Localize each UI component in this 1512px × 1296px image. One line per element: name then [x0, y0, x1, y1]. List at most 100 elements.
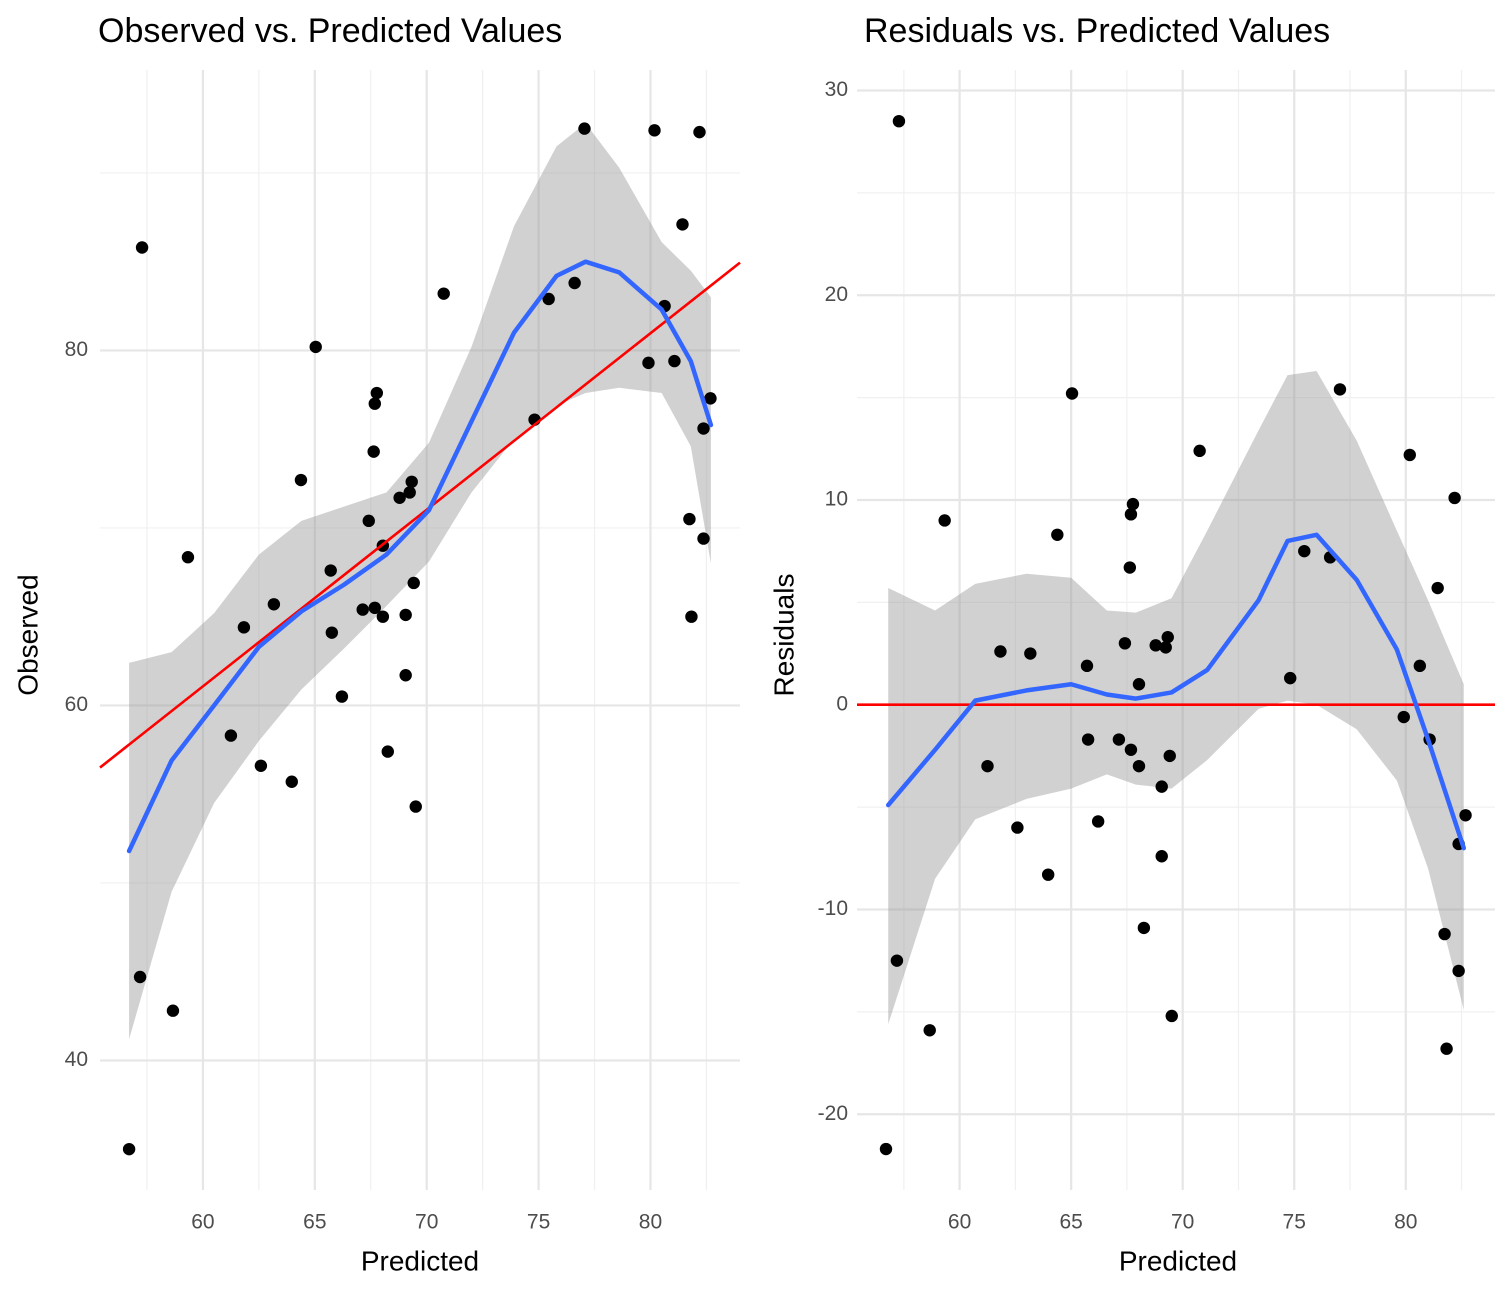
data-point	[938, 514, 951, 527]
y-tick-label: 0	[836, 692, 848, 715]
data-point	[879, 1142, 893, 1156]
data-point	[676, 218, 689, 231]
data-point	[1161, 630, 1174, 644]
data-point	[568, 276, 581, 290]
data-point	[1091, 815, 1105, 828]
data-point	[697, 532, 710, 545]
x-axis-label: Predicted	[361, 1245, 479, 1276]
data-point	[1112, 733, 1126, 746]
data-point	[1118, 637, 1132, 650]
x-tick-label: 70	[415, 1211, 438, 1234]
data-point	[399, 669, 412, 682]
y-tick-label: 20	[825, 283, 848, 306]
data-point	[1413, 659, 1427, 673]
data-point	[135, 241, 149, 254]
data-point	[1155, 850, 1168, 863]
x-tick-label: 70	[1171, 1211, 1194, 1234]
data-point	[683, 512, 696, 526]
data-point	[1163, 749, 1176, 763]
data-point	[133, 970, 147, 984]
data-point	[1124, 508, 1138, 521]
confidence-band	[129, 123, 711, 1040]
data-point	[368, 397, 381, 410]
data-point	[1080, 659, 1094, 673]
data-point	[1438, 927, 1451, 941]
y-tick-label: 30	[825, 78, 848, 101]
data-point	[267, 598, 281, 611]
data-point	[1403, 448, 1416, 462]
data-point	[376, 610, 390, 623]
data-point	[1124, 743, 1138, 756]
data-point	[1193, 444, 1206, 458]
data-point	[294, 473, 308, 487]
data-point	[335, 690, 349, 703]
x-tick-label: 80	[1394, 1211, 1417, 1234]
data-point	[1132, 759, 1146, 773]
y-tick-label: 40	[65, 1048, 88, 1071]
y-axis-label: Residuals	[768, 574, 799, 697]
data-point	[381, 745, 394, 758]
smooth-line	[885, 532, 1467, 851]
data-point	[693, 125, 706, 139]
data-point	[1159, 641, 1172, 654]
data-point	[309, 340, 322, 354]
data-point	[1051, 528, 1064, 541]
data-point	[704, 392, 717, 405]
data-point	[697, 422, 710, 435]
data-point	[1065, 387, 1079, 400]
data-point	[1440, 1042, 1453, 1055]
chart-title: Observed vs. Predicted Values	[98, 12, 562, 50]
data-point	[1081, 733, 1095, 746]
data-point	[1397, 710, 1410, 724]
data-point	[1448, 491, 1461, 505]
data-point	[668, 354, 681, 368]
data-point	[994, 645, 1007, 658]
data-point	[362, 514, 375, 528]
data-point	[578, 122, 591, 135]
data-point	[923, 1024, 936, 1037]
data-point	[1165, 1009, 1178, 1023]
data-point	[254, 759, 268, 772]
data-point	[1459, 809, 1472, 822]
data-point	[642, 356, 655, 370]
data-point	[122, 1142, 136, 1156]
data-point	[1284, 671, 1297, 685]
x-tick-label: 65	[303, 1211, 326, 1234]
chart-title: Residuals vs. Predicted Values	[864, 12, 1330, 50]
data-point	[224, 729, 238, 742]
data-point	[403, 486, 416, 499]
data-point	[1041, 868, 1055, 881]
y-tick-label: 60	[65, 693, 88, 716]
data-point	[1149, 639, 1162, 652]
x-tick-label: 75	[1283, 1211, 1306, 1234]
x-tick-label: 60	[191, 1211, 214, 1234]
data-point	[409, 800, 422, 813]
data-point	[1024, 647, 1037, 660]
data-point	[542, 292, 555, 306]
data-point	[181, 551, 195, 564]
data-point	[437, 287, 450, 300]
data-point	[367, 445, 380, 458]
data-point	[393, 491, 406, 504]
smooth-line	[126, 259, 714, 854]
data-point	[356, 603, 369, 616]
data-point	[981, 759, 994, 773]
data-point	[685, 610, 698, 623]
data-point	[892, 114, 906, 128]
y-tick-label: -20	[818, 1102, 848, 1125]
y-tick-label: -10	[818, 897, 848, 920]
data-point	[1155, 780, 1168, 793]
data-point	[1132, 678, 1146, 691]
data-point	[890, 954, 904, 967]
data-point	[1431, 581, 1444, 595]
y-axis-label: Observed	[12, 574, 43, 695]
x-tick-label: 60	[948, 1211, 971, 1234]
x-tick-label: 80	[639, 1211, 662, 1234]
data-point	[1333, 383, 1347, 396]
reference-line	[99, 261, 741, 769]
x-tick-label: 65	[1059, 1211, 1082, 1234]
data-point	[1126, 497, 1140, 511]
data-point	[1298, 544, 1311, 558]
